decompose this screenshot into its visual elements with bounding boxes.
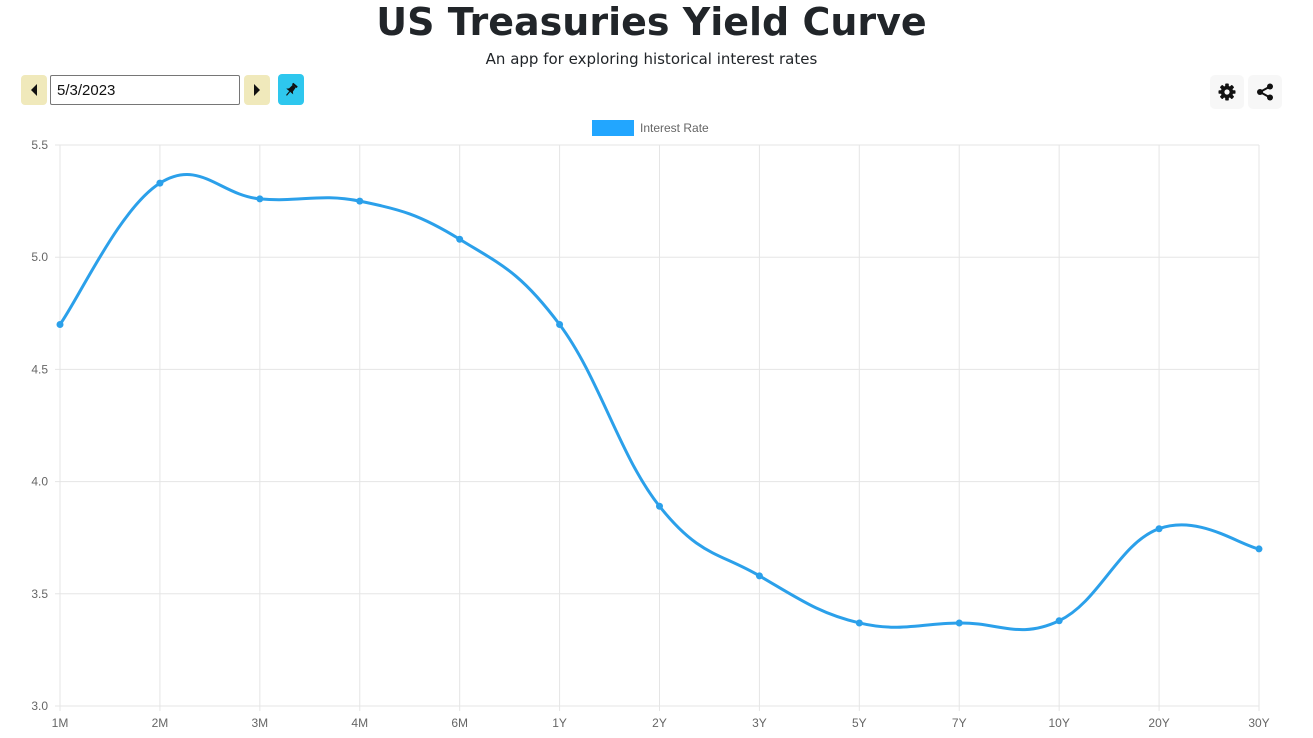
- data-point[interactable]: [656, 502, 663, 510]
- date-input[interactable]: [50, 75, 240, 105]
- x-tick-label: 5Y: [852, 716, 867, 730]
- data-point[interactable]: [955, 619, 963, 627]
- legend-label-interest-rate: Interest Rate: [640, 121, 709, 135]
- x-tick-label: 20Y: [1148, 716, 1169, 730]
- data-point[interactable]: [356, 197, 364, 205]
- x-tick-label: 2Y: [652, 716, 667, 730]
- data-point[interactable]: [156, 179, 164, 187]
- x-tick-label: 1Y: [552, 716, 567, 730]
- x-tick-label: 6M: [451, 716, 468, 730]
- chart-grid: [55, 144, 1260, 711]
- settings-button[interactable]: [1210, 75, 1244, 109]
- y-axis-ticks: 5.5 5.0 4.5 4.0 3.5 3.0: [31, 138, 48, 713]
- yield-curve-chart: Interest Rate 5.5 5.0 4.5 4.0 3.5 3.0 1M 2M 3M 4…: [31, 120, 1270, 730]
- next-date-button[interactable]: [244, 75, 270, 105]
- page-subtitle: An app for exploring historical interest…: [485, 50, 818, 68]
- gear-icon: [1218, 83, 1236, 101]
- data-point[interactable]: [56, 321, 64, 329]
- data-point[interactable]: [755, 572, 763, 580]
- x-tick-label: 1M: [52, 716, 69, 730]
- data-point[interactable]: [1055, 617, 1063, 625]
- x-tick-label: 10Y: [1048, 716, 1069, 730]
- y-tick-label: 5.0: [31, 250, 48, 264]
- data-point[interactable]: [456, 235, 464, 243]
- y-tick-label: 4.5: [31, 362, 48, 376]
- y-tick-label: 3.0: [31, 699, 48, 713]
- caret-right-icon: [254, 84, 260, 96]
- data-point[interactable]: [556, 321, 564, 329]
- y-tick-label: 3.5: [31, 587, 48, 601]
- previous-date-button[interactable]: [21, 75, 47, 105]
- share-button[interactable]: [1248, 75, 1282, 109]
- legend-swatch: [592, 120, 634, 136]
- data-point[interactable]: [1155, 525, 1163, 533]
- series-interest-rate: [56, 173, 1263, 632]
- pin-icon: [286, 82, 298, 96]
- y-tick-label: 4.0: [31, 475, 48, 489]
- data-point[interactable]: [256, 195, 264, 203]
- data-point[interactable]: [855, 619, 863, 627]
- x-tick-label: 3M: [251, 716, 268, 730]
- y-tick-label: 5.5: [31, 138, 48, 152]
- x-tick-label: 7Y: [952, 716, 967, 730]
- x-tick-label: 3Y: [752, 716, 767, 730]
- page-title: US Treasuries Yield Curve: [376, 0, 927, 44]
- share-icon: [1257, 83, 1273, 101]
- caret-left-icon: [31, 84, 37, 96]
- x-tick-label: 2M: [152, 716, 169, 730]
- x-tick-label: 30Y: [1248, 716, 1269, 730]
- chart-legend[interactable]: Interest Rate: [592, 120, 709, 136]
- x-axis-ticks: 1M 2M 3M 4M 6M 1Y 2Y 3Y 5Y 7Y 10Y 20Y 30Y: [52, 716, 1270, 730]
- pin-button[interactable]: [278, 74, 304, 105]
- data-point[interactable]: [1255, 545, 1263, 553]
- x-tick-label: 4M: [351, 716, 368, 730]
